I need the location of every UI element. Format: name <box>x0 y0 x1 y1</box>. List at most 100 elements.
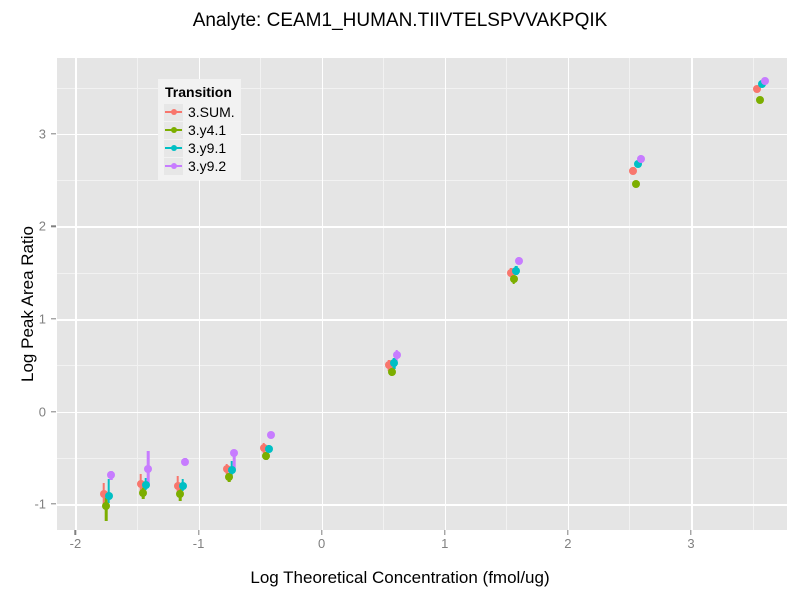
x-tick-mark <box>320 530 323 535</box>
data-point <box>753 85 762 94</box>
data-point <box>136 479 145 488</box>
data-point <box>259 443 268 452</box>
gridline-major-vertical <box>75 58 78 530</box>
x-tick-mark <box>567 530 569 535</box>
x-tick-label: 0 <box>318 536 326 551</box>
data-point <box>636 154 645 163</box>
legend-item-3-y9-2[interactable]: 3.y9.2 <box>164 157 235 175</box>
legend-item-label: 3.y9.1 <box>188 140 227 156</box>
gridline-minor-horizontal <box>57 365 787 367</box>
gridline-major-horizontal <box>57 318 787 321</box>
legend-item-3-y9-1[interactable]: 3.y9.1 <box>164 139 235 157</box>
data-point <box>264 444 273 453</box>
x-tick-mark <box>74 530 77 535</box>
y-axis-title: Log Peak Area Ratio <box>18 226 37 382</box>
legend-key-icon <box>164 157 183 175</box>
x-tick-label: 3 <box>687 536 695 551</box>
error-bar <box>107 479 110 504</box>
legend-key-icon <box>164 139 183 157</box>
x-tick-mark <box>690 530 692 535</box>
data-point <box>392 351 401 360</box>
data-point <box>230 449 239 458</box>
gridline-major-horizontal <box>57 226 787 229</box>
gridline-minor-vertical <box>260 58 262 530</box>
data-point <box>509 275 518 284</box>
data-point <box>634 159 643 168</box>
data-point <box>173 481 182 490</box>
data-point <box>139 488 148 497</box>
y-tick-mark <box>51 410 56 413</box>
data-point <box>222 464 231 473</box>
legend-key-icon <box>164 121 183 139</box>
data-point <box>227 465 236 474</box>
data-point <box>385 361 394 370</box>
data-point <box>387 367 396 376</box>
x-axis-title: Log Theoretical Concentration (fmol/ug) <box>250 568 550 587</box>
data-point <box>107 471 116 480</box>
legend-rows: 3.SUM. 3.y4.1 3.y9.1 3.y9.2 <box>164 103 235 175</box>
data-point <box>262 451 271 460</box>
gridline-minor-horizontal <box>57 272 787 274</box>
gridline-major-vertical <box>444 58 447 530</box>
gridline-minor-vertical <box>629 58 631 530</box>
y-tick-label: 2 <box>38 218 46 234</box>
data-point <box>755 95 764 104</box>
data-point <box>631 179 640 188</box>
gridline-minor-horizontal <box>57 457 787 459</box>
data-point <box>629 166 638 175</box>
gridline-major-vertical <box>567 58 570 530</box>
legend-item-label: 3.y9.2 <box>188 158 227 174</box>
legend-item-3-sum-[interactable]: 3.SUM. <box>164 103 235 121</box>
gridline-minor-horizontal <box>57 87 787 89</box>
data-point <box>512 266 521 275</box>
data-point <box>178 481 187 490</box>
x-tick-label: 1 <box>441 536 449 551</box>
data-point <box>181 457 190 466</box>
data-point <box>760 77 769 86</box>
data-point <box>104 491 113 500</box>
data-point <box>176 489 185 498</box>
data-point <box>102 501 111 510</box>
gridline-major-vertical <box>198 58 201 530</box>
x-tick-label: -1 <box>192 536 205 551</box>
legend-item-label: 3.SUM. <box>188 104 235 120</box>
legend-item-label: 3.y4.1 <box>188 122 227 138</box>
legend-title: Transition <box>165 84 232 100</box>
gridline-major-vertical <box>321 58 324 530</box>
gridline-minor-vertical <box>506 58 508 530</box>
y-tick-mark <box>51 503 56 505</box>
gridline-major-horizontal <box>57 133 787 136</box>
x-tick-label: -2 <box>69 536 82 551</box>
data-point <box>141 480 150 489</box>
gridline-minor-vertical <box>137 58 139 530</box>
legend: Transition 3.SUM. 3.y4.1 3.y9.1 3.y9.2 <box>158 79 241 180</box>
gridline-major-vertical <box>690 58 693 530</box>
data-point <box>507 268 516 277</box>
gridline-minor-vertical <box>383 58 385 530</box>
legend-key-icon <box>164 103 183 121</box>
data-point <box>514 256 523 265</box>
y-tick-mark <box>51 225 56 228</box>
y-tick-label: 0 <box>38 404 46 420</box>
y-tick-mark <box>51 133 56 135</box>
y-tick-label: 3 <box>38 126 46 142</box>
data-point <box>225 473 234 482</box>
data-point <box>390 359 399 368</box>
chart-title: Analyte: CEAM1_HUMAN.TIIVTELSPVVAKPQIK <box>192 10 608 31</box>
x-tick-label: 2 <box>564 536 572 551</box>
y-tick-mark <box>51 318 56 320</box>
gridline-minor-horizontal <box>57 180 787 182</box>
data-point <box>99 489 108 498</box>
x-tick-mark <box>197 530 200 535</box>
legend-item-3-y4-1[interactable]: 3.y4.1 <box>164 121 235 139</box>
data-point <box>144 464 153 473</box>
gridline-major-horizontal <box>57 504 787 506</box>
error-bar <box>232 450 236 470</box>
gridline-minor-vertical <box>752 58 754 530</box>
y-tick-label: -1 <box>34 496 46 512</box>
x-tick-mark <box>444 530 446 535</box>
data-point <box>267 430 276 439</box>
gridline-major-horizontal <box>57 411 787 414</box>
y-tick-label: 1 <box>38 311 46 327</box>
